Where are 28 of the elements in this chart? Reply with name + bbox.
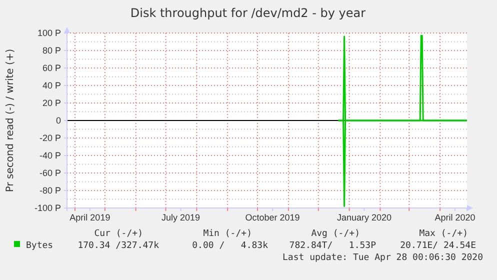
y-tick-label: 80 P (42, 45, 61, 56)
y-tick-label: -20 P (39, 132, 61, 143)
text: Avg (-/+) (311, 229, 360, 239)
x-tick-label: January 2020 (336, 212, 392, 222)
y-tick-label: 0 (56, 115, 61, 126)
chart-title: Disk throughput for /dev/md2 - by year (130, 6, 366, 20)
x-tick-label: April 2019 (70, 212, 110, 222)
text: Max (-/+) (419, 229, 468, 239)
y-tick-label: 60 P (42, 62, 61, 73)
y-tick-label: 40 P (42, 80, 61, 90)
text: 782.84T/ 1.53P (289, 241, 377, 251)
x-tick-label: October 2019 (245, 212, 300, 222)
text: 20.71E/ 24.54E (400, 241, 476, 251)
y-tick-label: 100 P (37, 28, 61, 38)
text: Last update: Tue Apr 28 00:06:30 2020 (282, 253, 483, 263)
legend-label: Bytes (26, 241, 54, 251)
text: Min (-/+) (203, 229, 252, 239)
y-tick-label: -100 P (34, 202, 61, 213)
y-axis-title: Pr second read (-) / write (+) (5, 48, 16, 192)
y-tick-label: -80 P (39, 185, 61, 196)
y-tick-label: -60 P (39, 168, 61, 178)
y-tick-label: 20 P (42, 98, 61, 108)
y-tick-label: -40 P (39, 150, 61, 160)
text: Cur (-/+) (94, 229, 143, 239)
x-tick-label: July 2019 (161, 212, 200, 222)
x-tick-label: April 2020 (434, 212, 476, 222)
text: 170.34 /327.47k (78, 241, 160, 251)
text: 0.00 / 4.83k (192, 241, 269, 251)
